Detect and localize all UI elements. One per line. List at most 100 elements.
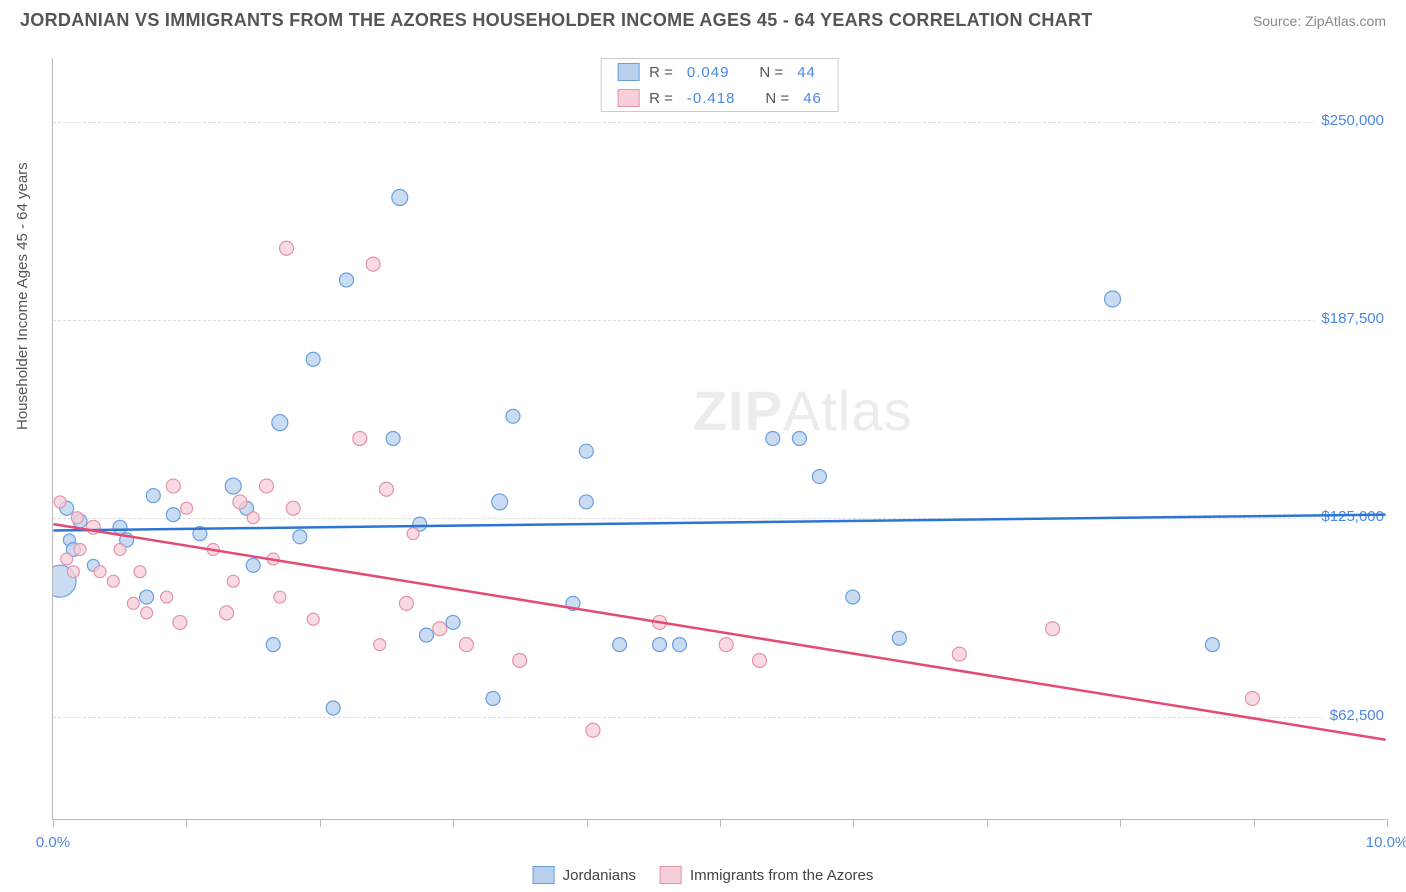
legend-n-label: N = <box>759 64 783 81</box>
data-point <box>306 352 320 366</box>
data-point <box>280 241 294 255</box>
x-tick-label: 0.0% <box>36 834 70 851</box>
data-point <box>326 701 340 715</box>
data-point <box>293 530 307 544</box>
data-point <box>812 470 826 484</box>
data-point <box>74 543 86 555</box>
legend-n-value: 46 <box>803 90 822 107</box>
data-point <box>492 494 508 510</box>
legend-series-item: Jordanians <box>533 866 636 884</box>
data-point <box>846 590 860 604</box>
data-point <box>579 495 593 509</box>
data-point <box>513 653 527 667</box>
data-point <box>399 596 413 610</box>
data-point <box>146 489 160 503</box>
data-point <box>586 723 600 737</box>
legend-r-label: R = <box>649 64 673 81</box>
data-point <box>134 566 146 578</box>
legend-swatch-blue <box>533 866 555 884</box>
data-point <box>246 558 260 572</box>
data-point <box>181 502 193 514</box>
legend-r-label: R = <box>649 90 673 107</box>
chart-source: Source: ZipAtlas.com <box>1253 13 1386 29</box>
data-point <box>166 479 180 493</box>
x-tick <box>1254 819 1255 827</box>
data-point <box>719 638 733 652</box>
x-tick <box>987 819 988 827</box>
data-point <box>1245 692 1259 706</box>
legend-stats: R = 0.049 N = 44 R = -0.418 N = 46 <box>600 58 839 112</box>
scatter-plot-svg <box>53 58 1386 819</box>
data-point <box>260 479 274 493</box>
data-point <box>107 575 119 587</box>
data-point <box>379 482 393 496</box>
y-axis-title: Householder Income Ages 45 - 64 years <box>14 162 31 430</box>
data-point <box>233 495 247 509</box>
chart-title: JORDANIAN VS IMMIGRANTS FROM THE AZORES … <box>20 10 1093 31</box>
data-point <box>274 591 286 603</box>
data-point <box>114 543 126 555</box>
chart-header: JORDANIAN VS IMMIGRANTS FROM THE AZORES … <box>0 0 1406 37</box>
data-point <box>419 628 433 642</box>
data-point <box>286 501 300 515</box>
x-tick <box>720 819 721 827</box>
data-point <box>506 409 520 423</box>
data-point <box>220 606 234 620</box>
data-point <box>227 575 239 587</box>
x-tick <box>320 819 321 827</box>
x-tick <box>587 819 588 827</box>
data-point <box>752 653 766 667</box>
legend-series-label: Jordanians <box>563 867 636 884</box>
data-point <box>266 638 280 652</box>
data-point <box>67 566 79 578</box>
data-point <box>113 520 127 534</box>
data-point <box>433 622 447 636</box>
data-point <box>766 432 780 446</box>
legend-swatch-pink <box>660 866 682 884</box>
x-tick <box>853 819 854 827</box>
x-tick-label: 10.0% <box>1366 834 1406 851</box>
data-point <box>1105 291 1121 307</box>
x-tick <box>186 819 187 827</box>
data-point <box>673 638 687 652</box>
legend-n-value: 44 <box>797 64 816 81</box>
legend-series-item: Immigrants from the Azores <box>660 866 873 884</box>
data-point <box>166 508 180 522</box>
data-point <box>653 638 667 652</box>
x-tick <box>453 819 454 827</box>
legend-r-value: 0.049 <box>687 64 730 81</box>
data-point <box>1205 638 1219 652</box>
data-point <box>141 607 153 619</box>
data-point <box>61 553 73 565</box>
data-point <box>54 496 66 508</box>
data-point <box>307 613 319 625</box>
data-point <box>952 647 966 661</box>
legend-n-label: N = <box>765 90 789 107</box>
data-point <box>140 590 154 604</box>
data-point <box>173 615 187 629</box>
x-tick <box>53 819 54 827</box>
chart-plot-area: ZIPAtlas R = 0.049 N = 44 R = -0.418 N =… <box>52 58 1386 820</box>
data-point <box>272 415 288 431</box>
x-tick <box>1120 819 1121 827</box>
data-point <box>366 257 380 271</box>
data-point <box>446 615 460 629</box>
data-point <box>613 638 627 652</box>
x-tick <box>1387 819 1388 827</box>
data-point <box>225 478 241 494</box>
data-point <box>353 432 367 446</box>
data-point <box>459 638 473 652</box>
trend-line <box>53 524 1385 740</box>
data-point <box>386 432 400 446</box>
legend-series-label: Immigrants from the Azores <box>690 867 873 884</box>
data-point <box>1046 622 1060 636</box>
data-point <box>71 512 83 524</box>
legend-series: Jordanians Immigrants from the Azores <box>533 866 874 884</box>
data-point <box>161 591 173 603</box>
data-point <box>94 566 106 578</box>
legend-swatch-blue <box>617 63 639 81</box>
data-point <box>892 631 906 645</box>
legend-swatch-pink <box>617 89 639 107</box>
legend-stats-row: R = 0.049 N = 44 <box>601 59 838 85</box>
data-point <box>392 190 408 206</box>
